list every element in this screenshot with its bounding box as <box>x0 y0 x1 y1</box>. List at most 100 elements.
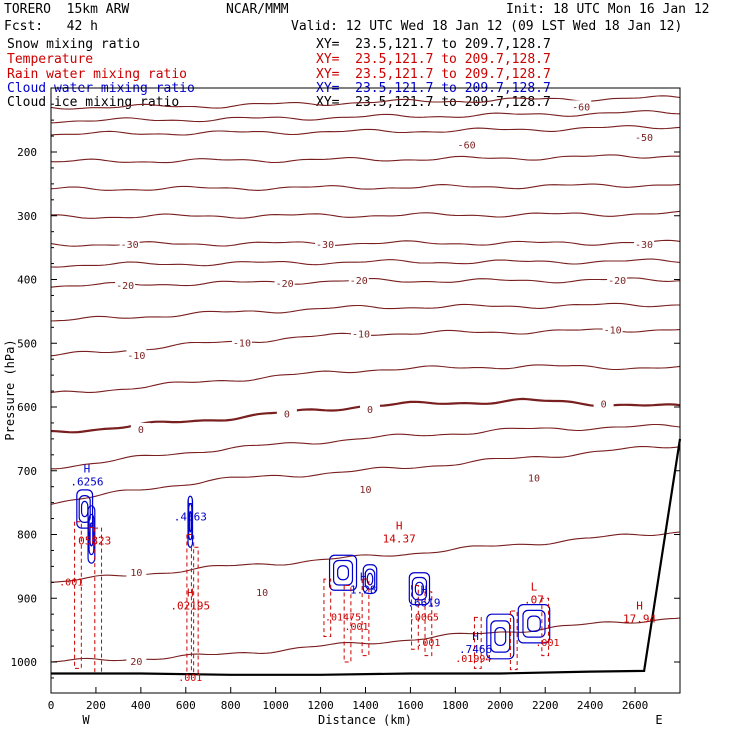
temperature-label: 0 <box>367 405 373 416</box>
x-tick-label: 1800 <box>442 699 469 712</box>
temperature-label: -20 <box>276 279 294 290</box>
cloud-water-contour <box>333 559 354 586</box>
isotherm-line <box>50 617 681 663</box>
cloud-water-contour <box>88 513 95 556</box>
cloud-water-contour <box>408 572 431 606</box>
label-bg <box>231 336 252 349</box>
temperature-label: -10 <box>352 329 370 340</box>
label-bg <box>355 482 376 495</box>
temperature-label: 10 <box>256 588 268 599</box>
temperature-label: -20 <box>608 276 626 287</box>
extremum-value: .6256 <box>70 475 103 488</box>
label-bg <box>315 238 336 251</box>
extremum-mark: H <box>421 583 428 596</box>
terrain-line <box>51 438 682 676</box>
y-tick-label: 300 <box>17 210 37 223</box>
field-label-cloud-water: Cloud water mixing ratio <box>7 81 195 96</box>
label-bg <box>126 349 147 361</box>
cloud-water-contour <box>76 489 94 529</box>
extremum-value: .02195 <box>170 600 210 613</box>
cloud-water-contour <box>494 626 507 647</box>
y-tick-label: 500 <box>17 337 37 350</box>
cloud-water-contour <box>188 510 192 533</box>
label-bg <box>119 238 140 251</box>
rain-value-label: .01475 <box>325 613 361 624</box>
y-tick-label: 1000 <box>11 656 38 669</box>
extremum-mark: H <box>88 522 95 535</box>
extremum-value: .7466 <box>459 643 492 656</box>
contour-labels: -60 -60 -50 -30 -30 -30 -20 -20 -20 -20 -10 -10 -10 -… <box>59 100 656 684</box>
x-tick-label: 800 <box>221 699 241 712</box>
x-tick-label: 2200 <box>532 699 559 712</box>
temperature-label: -10 <box>233 338 251 349</box>
field-label-rain: Rain water mixing ratio <box>7 67 188 82</box>
extremum-value: 1.28 <box>350 584 377 597</box>
field-xy-temperature: XY= 23.5,121.7 to 209.7,128.7 <box>316 52 551 67</box>
x-tick-label: 2000 <box>487 699 514 712</box>
x-tick-label: 600 <box>176 699 196 712</box>
rain-value-label: .001 <box>344 622 368 633</box>
temperature-label: -10 <box>604 326 622 337</box>
rain-water-contour <box>94 527 103 674</box>
label-bg <box>602 323 623 336</box>
temperature-label: -30 <box>121 240 139 251</box>
cloud-water-contours <box>76 489 551 660</box>
cloud-water-contour <box>414 581 425 596</box>
extremum-mark: H <box>187 497 194 510</box>
temperature-label: -30 <box>316 240 334 251</box>
extremum-value: 17.94 <box>623 612 656 625</box>
isotherm-line <box>50 110 681 124</box>
label-bg <box>523 471 544 484</box>
cloud-water-contour <box>486 613 515 660</box>
valid-time: Valid: 12 UTC Wed 18 Jan 12 (09 LST Wed … <box>291 19 683 34</box>
field-label-cloud-ice: Cloud ice mixing ratio <box>7 95 180 110</box>
x-axis-label: Distance (km) <box>318 713 412 727</box>
y-tick-label: 200 <box>17 146 37 159</box>
temperature-label: 10 <box>528 473 540 484</box>
rain-water-contour <box>473 616 482 669</box>
temperature-label: 10 <box>359 485 371 496</box>
extremum-value: 14.37 <box>383 533 416 546</box>
west-label: W <box>82 713 90 727</box>
label-bg <box>351 327 372 340</box>
cloud-water-contour <box>188 503 193 541</box>
rain-water-contour <box>411 585 419 650</box>
extremum-mark: L <box>531 580 538 593</box>
x-tick-label: 2400 <box>577 699 604 712</box>
cloud-water-contour <box>337 565 350 581</box>
rain-value-label: .001 <box>416 638 440 649</box>
cloud-water-contour <box>362 564 378 595</box>
extremum-mark: H <box>636 599 643 612</box>
x-tick-label: 200 <box>86 699 106 712</box>
x-tick-label: 1400 <box>352 699 379 712</box>
isotherm-line <box>50 364 681 394</box>
field-label-snow: Snow mixing ratio <box>7 37 141 52</box>
label-bg <box>359 403 380 416</box>
rain-water-contour <box>190 546 199 674</box>
cloud-water-contour <box>78 495 91 523</box>
rain-water-contour <box>424 591 433 657</box>
label-bg <box>126 565 147 578</box>
isotherm-line <box>50 239 681 247</box>
temperature-label: -20 <box>116 281 134 292</box>
x-tick-label: 1200 <box>307 699 334 712</box>
temperature-label: -10 <box>127 351 145 362</box>
rain-value-label: .001 <box>178 673 202 684</box>
org-title: NCAR/MMM <box>226 2 289 17</box>
field-xy-rain: XY= 23.5,121.7 to 209.7,128.7 <box>316 67 551 82</box>
label-bg <box>571 100 592 113</box>
extremum-value: .6619 <box>407 596 440 609</box>
rain-value-label: .0065 <box>409 613 439 624</box>
label-bg <box>634 238 655 251</box>
rain-water-contour <box>186 534 195 674</box>
y-axis-label: Pressure (hPa) <box>3 339 17 440</box>
isotherm-line <box>51 423 681 470</box>
label-bg <box>593 397 614 410</box>
rain-water-contour <box>74 521 82 669</box>
extremum-mark: H <box>472 630 479 643</box>
label-bg <box>348 273 369 286</box>
extremum-mark: H <box>396 520 403 533</box>
extremum-mark: H <box>360 571 367 584</box>
temperature-label: -60 <box>458 141 476 152</box>
extremum-mark: H <box>84 462 91 475</box>
